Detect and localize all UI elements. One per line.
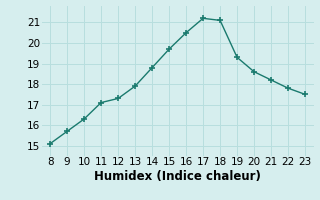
X-axis label: Humidex (Indice chaleur): Humidex (Indice chaleur) bbox=[94, 170, 261, 183]
